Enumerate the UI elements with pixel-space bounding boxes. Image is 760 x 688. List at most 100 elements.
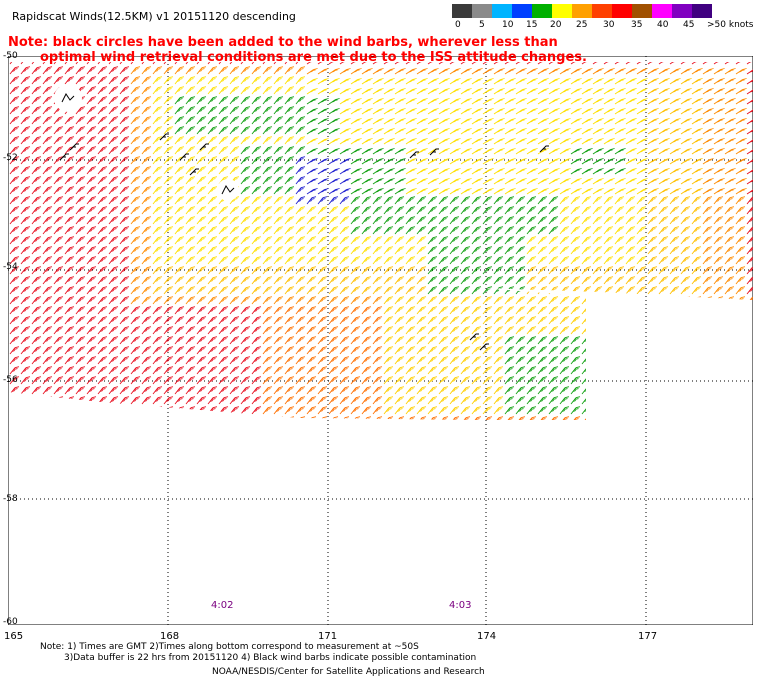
time-label: 4:02 — [211, 600, 234, 611]
wind-barb — [526, 158, 538, 165]
wind-barb — [317, 416, 328, 420]
wind-barb — [416, 326, 427, 335]
wind-barb — [119, 126, 130, 135]
wind-barb — [185, 176, 196, 185]
wind-barb — [416, 236, 427, 245]
wind-barb — [218, 156, 229, 165]
wind-barb — [295, 86, 306, 95]
wind-barb — [64, 186, 75, 195]
wind-barb — [130, 386, 141, 395]
wind-barb — [460, 396, 471, 405]
wind-barb — [185, 226, 196, 235]
wind-barb — [130, 166, 141, 175]
wind-barb — [471, 246, 482, 255]
wind-barb — [295, 96, 306, 105]
wind-barb — [284, 316, 295, 325]
wind-barb — [240, 336, 251, 345]
wind-barb — [647, 256, 658, 265]
wind-barb — [9, 356, 20, 365]
wind-barb — [702, 88, 714, 95]
wind-barb — [240, 266, 251, 275]
wind-barb — [152, 266, 163, 275]
wind-barb — [196, 156, 207, 165]
wind-barb — [592, 236, 603, 245]
wind-barb — [537, 68, 549, 75]
wind-barb — [636, 158, 648, 165]
wind-barb — [460, 366, 471, 375]
wind-barb — [163, 336, 174, 345]
wind-barb — [559, 138, 571, 145]
wind-barb — [504, 68, 516, 75]
wind-barb — [328, 178, 340, 185]
wind-barb — [273, 286, 284, 295]
wind-barb — [284, 406, 295, 415]
wind-barb — [394, 188, 406, 195]
wind-barb — [97, 76, 108, 85]
wind-barb — [284, 146, 295, 155]
wind-barb — [86, 106, 97, 115]
wind-barb — [471, 266, 482, 275]
wind-barb — [141, 286, 152, 295]
wind-barb — [350, 316, 361, 325]
wind-barb — [295, 266, 306, 275]
wind-barb — [75, 306, 86, 315]
wind-barb — [317, 346, 328, 355]
wind-barb — [702, 206, 713, 215]
wind-barb — [504, 158, 516, 165]
wind-barb — [119, 196, 130, 205]
wind-barb — [86, 146, 97, 155]
wind-barb — [702, 256, 713, 265]
wind-barb — [240, 366, 251, 375]
wind-barb — [493, 326, 504, 335]
wind-barb — [427, 326, 438, 335]
wind-barb — [592, 78, 604, 85]
wind-barb — [372, 226, 383, 235]
wind-barb — [240, 206, 251, 215]
wind-barb — [31, 106, 42, 115]
wind-barb — [273, 236, 284, 245]
wind-barb — [735, 148, 747, 155]
wind-barb — [97, 236, 108, 245]
wind-barb — [328, 306, 339, 315]
wind-barb — [724, 68, 736, 75]
wind-barb — [229, 396, 240, 405]
wind-barb — [735, 266, 746, 275]
wind-barb — [713, 108, 725, 115]
wind-barb — [526, 68, 538, 75]
wind-barb — [394, 336, 405, 345]
wind-barb — [174, 206, 185, 215]
wind-barb — [449, 108, 461, 115]
wind-barb — [218, 256, 229, 265]
wind-barb — [372, 286, 383, 295]
wind-barb — [570, 306, 581, 315]
wind-barb — [185, 396, 196, 405]
wind-barb — [20, 156, 31, 165]
wind-barb — [460, 346, 471, 355]
wind-barb — [416, 306, 427, 315]
wind-barb — [75, 316, 86, 325]
wind-barb — [130, 216, 141, 225]
wind-barb — [306, 168, 318, 175]
wind-barb — [515, 68, 527, 75]
wind-barb — [713, 158, 725, 165]
wind-barb — [515, 416, 526, 420]
wind-barb — [196, 96, 207, 105]
wind-barb — [625, 158, 637, 165]
wind-barb — [647, 148, 659, 155]
wind-barb — [504, 226, 515, 235]
wind-barb — [570, 346, 581, 355]
wind-barb — [427, 128, 439, 135]
wind-barb — [53, 146, 64, 155]
wind-barb — [735, 246, 746, 255]
wind-barb — [361, 386, 372, 395]
wind-barb — [680, 276, 691, 285]
wind-barb — [625, 226, 636, 235]
wind-barb — [31, 236, 42, 245]
wind-barb — [548, 118, 560, 125]
wind-barb — [229, 316, 240, 325]
wind-barb — [361, 98, 373, 105]
wind-barb — [240, 196, 251, 205]
wind-barb — [9, 326, 20, 335]
wind-barb — [218, 356, 229, 365]
wind-barb — [570, 148, 582, 155]
